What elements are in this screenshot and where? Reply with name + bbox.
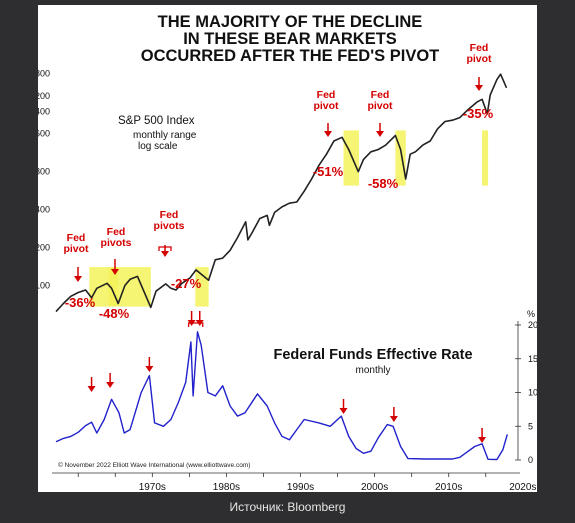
decline-percent-label: -27% — [171, 276, 202, 291]
decline-percent-label: -35% — [463, 106, 494, 121]
sp500-line — [55, 73, 508, 313]
fed-pivot-label: pivot — [63, 243, 89, 255]
rate-pivot-arrow-head — [478, 437, 487, 443]
rate-title: Federal Funds Effective Rate — [273, 347, 472, 363]
fed-pivot-label: Fed — [317, 89, 336, 101]
sp500-y-tick-label: 4800 — [38, 69, 50, 79]
fed-funds-rate-line — [55, 331, 508, 461]
fed-pivot-arrow-head — [324, 131, 332, 137]
sp500-y-tick-label: 1600 — [38, 129, 50, 139]
rate-y-tick-label: 20 — [528, 320, 537, 330]
decline-percent-label: -36% — [65, 295, 96, 310]
x-tick-label: 2020s — [509, 482, 536, 492]
rate-label: Federal Funds Effective Rate monthly — [273, 347, 472, 376]
fed-pivot-label: Fed — [470, 42, 489, 54]
fed-pivot-arrow-head — [161, 251, 169, 257]
rate-line-group — [55, 331, 508, 461]
sp500-y-tick-label: 200 — [38, 243, 50, 253]
copyright-note: © November 2022 Elliott Wave Internation… — [58, 461, 250, 469]
x-tick-label: 2000s — [361, 482, 388, 492]
fed-pivot-label: pivot — [367, 100, 393, 112]
sp500-y-axis: 100 200 400 800 1600 2400 3200 4800 — [38, 69, 50, 291]
x-tick-label: 1990s — [287, 482, 314, 492]
rate-pivot-arrows — [87, 311, 487, 443]
decline-percent-label: -48% — [99, 306, 130, 321]
fed-pivot-arrow-head — [111, 269, 119, 275]
chart-title-line: THE MAJORITY OF THE DECLINE — [158, 13, 423, 31]
pivot-highlight — [482, 130, 489, 186]
chart-panel: THE MAJORITY OF THE DECLINE IN THESE BEAR… — [38, 5, 537, 492]
x-tick-label: 2010s — [435, 482, 462, 492]
rate-pivot-arrow-head — [87, 386, 96, 392]
fed-pivot-label: Fed — [67, 232, 86, 244]
fed-pivot-label: Fed — [371, 89, 390, 101]
fed-pivot-arrow-head — [376, 131, 384, 137]
x-tick-label: 1980s — [213, 482, 240, 492]
sp500-series-label: S&P 500 Index — [118, 115, 195, 127]
decline-percent-label: -58% — [368, 176, 399, 191]
rate-pivot-arrow-head — [145, 366, 154, 372]
rate-y-tick-label: 15 — [528, 354, 537, 364]
fed-pivot-label: pivots — [101, 237, 132, 249]
rate-subtitle: monthly — [355, 365, 390, 376]
rate-pivot-arrow-head — [339, 408, 348, 414]
sp500-y-tick-label: 100 — [38, 280, 50, 290]
sp500-sublabel: log scale — [138, 141, 178, 152]
pivot-highlight — [395, 130, 406, 186]
rate-pivot-arrow-head — [106, 382, 115, 388]
fed-pivot-arrow-head — [475, 85, 483, 91]
rate-pivot-bracket — [187, 322, 204, 327]
rate-y-unit: % — [527, 309, 535, 319]
fed-pivot-label: pivot — [313, 100, 339, 112]
x-axis: 1970s 1980s 1990s 2000s 2010s 2020s — [52, 472, 536, 492]
fed-pivot-label: Fed — [160, 209, 179, 221]
pivot-bracket — [158, 246, 172, 251]
rate-y-tick-label: 0 — [528, 455, 533, 465]
chart-title-line: OCCURRED AFTER THE FED'S PIVOT — [141, 47, 440, 65]
sp500-y-tick-label: 800 — [38, 167, 50, 177]
source-caption: Источник: Bloomberg — [229, 500, 346, 514]
rate-y-tick-label: 10 — [528, 388, 537, 398]
fed-pivot-label: Fed — [107, 226, 126, 238]
sp500-y-tick-label: 2400 — [38, 107, 50, 117]
pivot-highlight — [343, 130, 360, 186]
pivot-highlights — [89, 130, 489, 307]
sp500-y-tick-label: 400 — [38, 205, 50, 215]
chart-title-line: IN THESE BEAR MARKETS — [183, 30, 397, 48]
rate-y-axis: 0 5 10 15 20% — [515, 309, 537, 465]
fed-pivot-arrow-head — [74, 276, 82, 282]
x-tick-label: 1970s — [139, 482, 166, 492]
rate-y-tick-label: 5 — [528, 421, 533, 431]
sp500-line-group — [55, 73, 508, 313]
sp500-y-tick-label: 3200 — [38, 91, 50, 101]
fed-pivot-label: pivots — [154, 220, 185, 232]
decline-percent-label: -51% — [313, 164, 344, 179]
sp500-sublabel: monthly range — [133, 130, 197, 141]
fed-pivot-label: pivot — [466, 53, 492, 65]
rate-pivot-arrow-head — [389, 416, 398, 422]
fed-pivot-annotations: Fedpivot-36%Fedpivots-48%Fedpivots-27%Fe… — [63, 42, 493, 321]
